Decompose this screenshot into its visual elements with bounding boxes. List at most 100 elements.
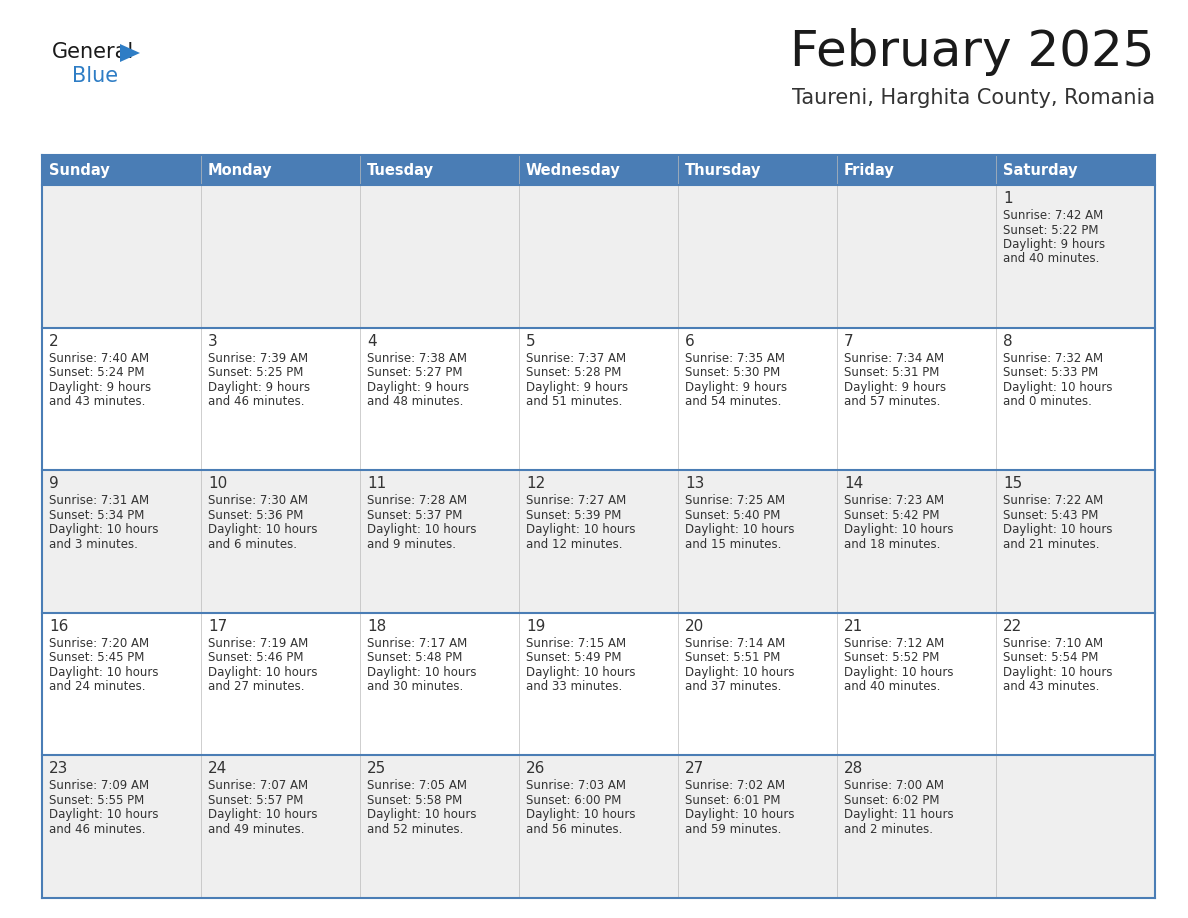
Text: Sunday: Sunday xyxy=(49,162,109,177)
Text: Sunset: 5:42 PM: Sunset: 5:42 PM xyxy=(843,509,940,521)
Text: Daylight: 10 hours: Daylight: 10 hours xyxy=(208,809,317,822)
Bar xyxy=(678,756,838,898)
Text: and 57 minutes.: and 57 minutes. xyxy=(843,395,941,409)
Text: and 46 minutes.: and 46 minutes. xyxy=(208,395,304,409)
Text: 16: 16 xyxy=(49,619,69,633)
Text: Sunset: 5:58 PM: Sunset: 5:58 PM xyxy=(367,794,462,807)
Bar xyxy=(360,613,519,756)
Text: Daylight: 10 hours: Daylight: 10 hours xyxy=(526,809,636,822)
Bar xyxy=(519,185,678,328)
Text: Sunrise: 7:12 AM: Sunrise: 7:12 AM xyxy=(843,637,944,650)
Text: 1: 1 xyxy=(1003,191,1012,206)
Bar xyxy=(678,613,838,756)
Text: Sunset: 5:31 PM: Sunset: 5:31 PM xyxy=(843,366,940,379)
Bar xyxy=(42,328,201,470)
Text: and 43 minutes.: and 43 minutes. xyxy=(1003,680,1099,693)
Bar xyxy=(519,328,678,470)
Text: Sunset: 6:02 PM: Sunset: 6:02 PM xyxy=(843,794,940,807)
Text: 11: 11 xyxy=(367,476,386,491)
Text: 19: 19 xyxy=(526,619,545,633)
Bar xyxy=(42,155,1155,185)
Text: Sunset: 5:24 PM: Sunset: 5:24 PM xyxy=(49,366,145,379)
Text: and 51 minutes.: and 51 minutes. xyxy=(526,395,623,409)
Text: Sunrise: 7:05 AM: Sunrise: 7:05 AM xyxy=(367,779,467,792)
Text: and 30 minutes.: and 30 minutes. xyxy=(367,680,463,693)
Text: Sunset: 5:48 PM: Sunset: 5:48 PM xyxy=(367,651,462,665)
Text: Daylight: 10 hours: Daylight: 10 hours xyxy=(843,666,954,678)
Bar xyxy=(42,613,201,756)
Bar xyxy=(838,756,996,898)
Text: Daylight: 10 hours: Daylight: 10 hours xyxy=(1003,523,1112,536)
Bar xyxy=(996,613,1155,756)
Bar xyxy=(201,328,360,470)
Text: Daylight: 9 hours: Daylight: 9 hours xyxy=(843,381,946,394)
Text: and 0 minutes.: and 0 minutes. xyxy=(1003,395,1092,409)
Bar xyxy=(360,756,519,898)
Bar xyxy=(519,470,678,613)
Text: Daylight: 11 hours: Daylight: 11 hours xyxy=(843,809,954,822)
Text: 22: 22 xyxy=(1003,619,1022,633)
Text: Sunrise: 7:22 AM: Sunrise: 7:22 AM xyxy=(1003,494,1104,508)
Text: Sunset: 5:22 PM: Sunset: 5:22 PM xyxy=(1003,223,1099,237)
Bar xyxy=(201,756,360,898)
Text: and 33 minutes.: and 33 minutes. xyxy=(526,680,623,693)
Text: Sunrise: 7:40 AM: Sunrise: 7:40 AM xyxy=(49,352,150,364)
Text: Sunset: 6:01 PM: Sunset: 6:01 PM xyxy=(685,794,781,807)
Text: 6: 6 xyxy=(685,333,695,349)
Text: Sunset: 5:33 PM: Sunset: 5:33 PM xyxy=(1003,366,1098,379)
Text: Monday: Monday xyxy=(208,162,272,177)
Text: 7: 7 xyxy=(843,333,854,349)
Text: Sunset: 5:43 PM: Sunset: 5:43 PM xyxy=(1003,509,1099,521)
Text: Daylight: 10 hours: Daylight: 10 hours xyxy=(526,523,636,536)
Bar xyxy=(996,328,1155,470)
Text: Sunrise: 7:02 AM: Sunrise: 7:02 AM xyxy=(685,779,785,792)
Text: Thursday: Thursday xyxy=(685,162,762,177)
Text: Daylight: 10 hours: Daylight: 10 hours xyxy=(685,523,795,536)
Text: and 21 minutes.: and 21 minutes. xyxy=(1003,538,1100,551)
Text: Sunrise: 7:34 AM: Sunrise: 7:34 AM xyxy=(843,352,944,364)
Text: Daylight: 10 hours: Daylight: 10 hours xyxy=(49,666,158,678)
Text: Sunset: 5:39 PM: Sunset: 5:39 PM xyxy=(526,509,621,521)
Bar xyxy=(838,470,996,613)
Text: Sunrise: 7:15 AM: Sunrise: 7:15 AM xyxy=(526,637,626,650)
Text: Sunrise: 7:35 AM: Sunrise: 7:35 AM xyxy=(685,352,785,364)
Text: and 40 minutes.: and 40 minutes. xyxy=(843,680,941,693)
Text: Sunset: 5:57 PM: Sunset: 5:57 PM xyxy=(208,794,303,807)
Text: and 46 minutes.: and 46 minutes. xyxy=(49,823,145,836)
Bar xyxy=(519,613,678,756)
Text: Sunset: 5:46 PM: Sunset: 5:46 PM xyxy=(208,651,303,665)
Bar xyxy=(360,185,519,328)
Text: Sunset: 5:27 PM: Sunset: 5:27 PM xyxy=(367,366,462,379)
Text: Daylight: 10 hours: Daylight: 10 hours xyxy=(208,523,317,536)
Bar xyxy=(838,613,996,756)
Text: Sunset: 5:55 PM: Sunset: 5:55 PM xyxy=(49,794,144,807)
Text: and 9 minutes.: and 9 minutes. xyxy=(367,538,456,551)
Text: and 6 minutes.: and 6 minutes. xyxy=(208,538,297,551)
Text: and 40 minutes.: and 40 minutes. xyxy=(1003,252,1099,265)
Text: Sunset: 5:28 PM: Sunset: 5:28 PM xyxy=(526,366,621,379)
Text: Sunrise: 7:39 AM: Sunrise: 7:39 AM xyxy=(208,352,308,364)
Text: Daylight: 10 hours: Daylight: 10 hours xyxy=(526,666,636,678)
Bar xyxy=(42,185,201,328)
Text: 4: 4 xyxy=(367,333,377,349)
Text: Sunset: 5:54 PM: Sunset: 5:54 PM xyxy=(1003,651,1099,665)
Text: and 15 minutes.: and 15 minutes. xyxy=(685,538,782,551)
Text: Sunset: 5:40 PM: Sunset: 5:40 PM xyxy=(685,509,781,521)
Text: 13: 13 xyxy=(685,476,704,491)
Text: Tuesday: Tuesday xyxy=(367,162,434,177)
Text: 12: 12 xyxy=(526,476,545,491)
Text: Blue: Blue xyxy=(72,66,118,86)
Text: Wednesday: Wednesday xyxy=(526,162,621,177)
Text: Sunrise: 7:30 AM: Sunrise: 7:30 AM xyxy=(208,494,308,508)
Bar xyxy=(519,756,678,898)
Text: Sunrise: 7:42 AM: Sunrise: 7:42 AM xyxy=(1003,209,1104,222)
Text: Daylight: 9 hours: Daylight: 9 hours xyxy=(1003,238,1105,251)
Text: Sunset: 5:37 PM: Sunset: 5:37 PM xyxy=(367,509,462,521)
Text: Sunset: 5:49 PM: Sunset: 5:49 PM xyxy=(526,651,621,665)
Text: 15: 15 xyxy=(1003,476,1022,491)
Text: and 49 minutes.: and 49 minutes. xyxy=(208,823,304,836)
Text: 27: 27 xyxy=(685,761,704,777)
Text: February 2025: February 2025 xyxy=(790,28,1155,76)
Text: Sunrise: 7:00 AM: Sunrise: 7:00 AM xyxy=(843,779,944,792)
Text: Daylight: 10 hours: Daylight: 10 hours xyxy=(1003,381,1112,394)
